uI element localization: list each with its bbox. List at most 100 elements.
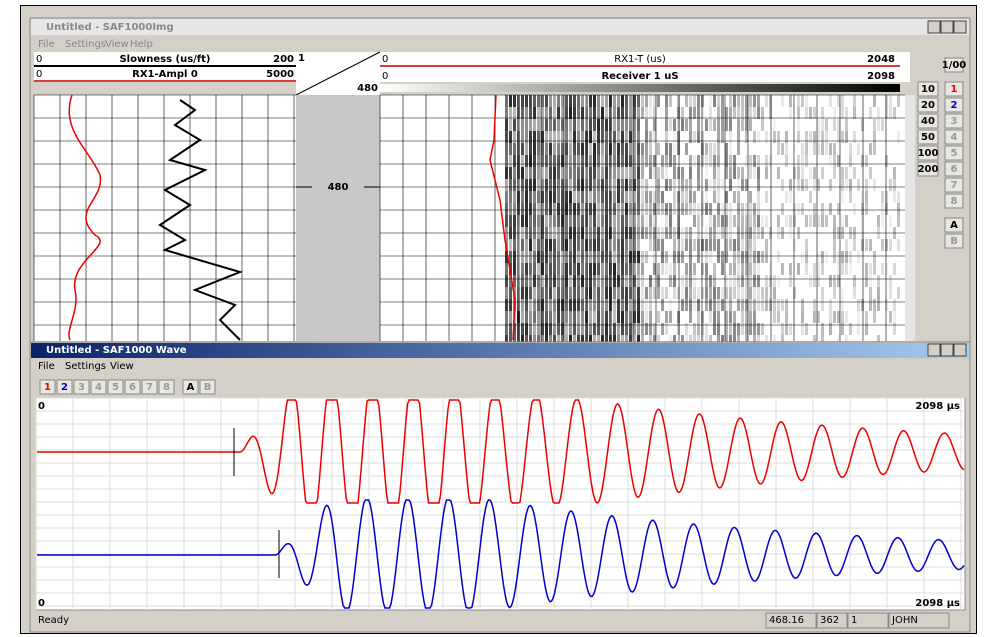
receiver-button[interactable] <box>944 129 964 145</box>
menu-item[interactable]: Help <box>130 39 153 50</box>
seismic-cell <box>581 167 584 179</box>
receiver-button-label[interactable]: 1 <box>44 382 51 393</box>
seismic-cell <box>689 95 692 107</box>
mode-button-label[interactable]: B <box>204 382 212 393</box>
scale-button[interactable] <box>917 145 939 161</box>
receiver-button[interactable] <box>90 379 107 395</box>
seismic-cell <box>869 143 872 155</box>
ratio-button-label[interactable]: 1/00 <box>942 60 967 71</box>
scale-button-label[interactable]: 40 <box>921 116 935 127</box>
scale-button[interactable] <box>917 161 939 177</box>
seismic-cell <box>885 203 888 215</box>
scale-button-label[interactable]: 10 <box>921 84 935 95</box>
receiver-button-label[interactable]: 4 <box>95 382 102 393</box>
receiver-button-label[interactable]: 5 <box>951 148 958 159</box>
seismic-cell <box>885 239 888 251</box>
receiver-button[interactable] <box>944 145 964 161</box>
receiver-button[interactable] <box>944 113 964 129</box>
seismic-cell <box>649 215 652 227</box>
receiver-button-label[interactable]: 5 <box>112 382 119 393</box>
seismic-cell <box>585 239 588 251</box>
window-control[interactable] <box>927 20 941 34</box>
seismic-cell <box>613 215 616 227</box>
menu-item[interactable]: Settings <box>65 361 106 372</box>
seismic-cell <box>633 155 636 167</box>
mode-button-label[interactable]: B <box>950 236 958 247</box>
seismic-cell <box>765 275 768 287</box>
scale-button-label[interactable]: 50 <box>921 132 935 143</box>
seismic-cell <box>701 263 704 275</box>
receiver-button[interactable] <box>158 379 175 395</box>
receiver-button-label[interactable]: 3 <box>951 116 958 127</box>
seismic-cell <box>805 179 808 191</box>
menu-item[interactable]: View <box>110 361 134 372</box>
window-control[interactable] <box>953 343 967 357</box>
menu-item[interactable]: Settings <box>65 39 106 50</box>
seismic-cell <box>725 227 728 239</box>
seismic-cell <box>753 167 756 179</box>
receiver-button[interactable] <box>124 379 141 395</box>
receiver-button[interactable] <box>944 177 964 193</box>
receiver-button-label[interactable]: 7 <box>146 382 153 393</box>
seismic-cell <box>805 239 808 251</box>
scale-button-label[interactable]: 200 <box>918 164 939 175</box>
receiver-button[interactable] <box>73 379 90 395</box>
seismic-cell <box>649 191 652 203</box>
scale-button-label[interactable]: 100 <box>918 148 939 159</box>
receiver-button[interactable] <box>107 379 124 395</box>
seismic-cell <box>685 299 688 311</box>
mode-button[interactable] <box>199 379 216 395</box>
seismic-cell <box>813 167 816 179</box>
receiver-button-label[interactable]: 6 <box>129 382 136 393</box>
receiver-button[interactable] <box>944 193 964 209</box>
menu-item[interactable]: File <box>38 39 55 50</box>
mode-button[interactable] <box>944 233 964 249</box>
seismic-cell <box>673 167 676 179</box>
mode-button-label[interactable]: A <box>187 382 195 393</box>
receiver-button-label[interactable]: 2 <box>951 100 958 111</box>
mode-button[interactable] <box>944 217 964 233</box>
receiver-button[interactable] <box>39 379 56 395</box>
ratio-button[interactable] <box>944 57 964 73</box>
scale-button[interactable] <box>917 97 939 113</box>
receiver-button[interactable] <box>56 379 73 395</box>
scrollbar[interactable] <box>905 95 915 341</box>
seismic-cell <box>785 299 788 311</box>
window-control[interactable] <box>940 20 954 34</box>
receiver-button-label[interactable]: 1 <box>951 84 958 95</box>
receiver-button[interactable] <box>944 161 964 177</box>
scale-button-label[interactable]: 20 <box>921 100 935 111</box>
seismic-cell <box>569 119 572 131</box>
seismic-cell <box>669 155 672 167</box>
receiver-button-label[interactable]: 3 <box>78 382 85 393</box>
receiver-button-label[interactable]: 7 <box>951 180 958 191</box>
seismic-cell <box>517 299 520 311</box>
menu-item[interactable]: View <box>105 39 129 50</box>
seismic-cell <box>717 323 720 335</box>
window-control[interactable] <box>927 343 941 357</box>
seismic-cell <box>609 95 612 107</box>
seismic-cell <box>529 179 532 191</box>
seismic-cell <box>541 287 544 299</box>
mode-button-label[interactable]: A <box>950 220 958 231</box>
scale-button[interactable] <box>917 129 939 145</box>
window-control[interactable] <box>953 20 967 34</box>
seismic-cell <box>789 179 792 191</box>
seismic-cell <box>665 311 668 323</box>
menu-item[interactable]: File <box>38 361 55 372</box>
seismic-cell <box>741 107 744 119</box>
receiver-button-label[interactable]: 4 <box>951 132 958 143</box>
seismic-cell <box>545 335 548 347</box>
scale-button[interactable] <box>917 81 939 97</box>
receiver-button[interactable] <box>944 97 964 113</box>
receiver-button-label[interactable]: 6 <box>951 164 958 175</box>
receiver-button-label[interactable]: 8 <box>951 196 958 207</box>
receiver-button[interactable] <box>944 81 964 97</box>
receiver-button[interactable] <box>141 379 158 395</box>
mode-button[interactable] <box>182 379 199 395</box>
seismic-cell <box>617 167 620 179</box>
window-control[interactable] <box>940 343 954 357</box>
receiver-button-label[interactable]: 2 <box>61 382 68 393</box>
receiver-button-label[interactable]: 8 <box>163 382 170 393</box>
scale-button[interactable] <box>917 113 939 129</box>
